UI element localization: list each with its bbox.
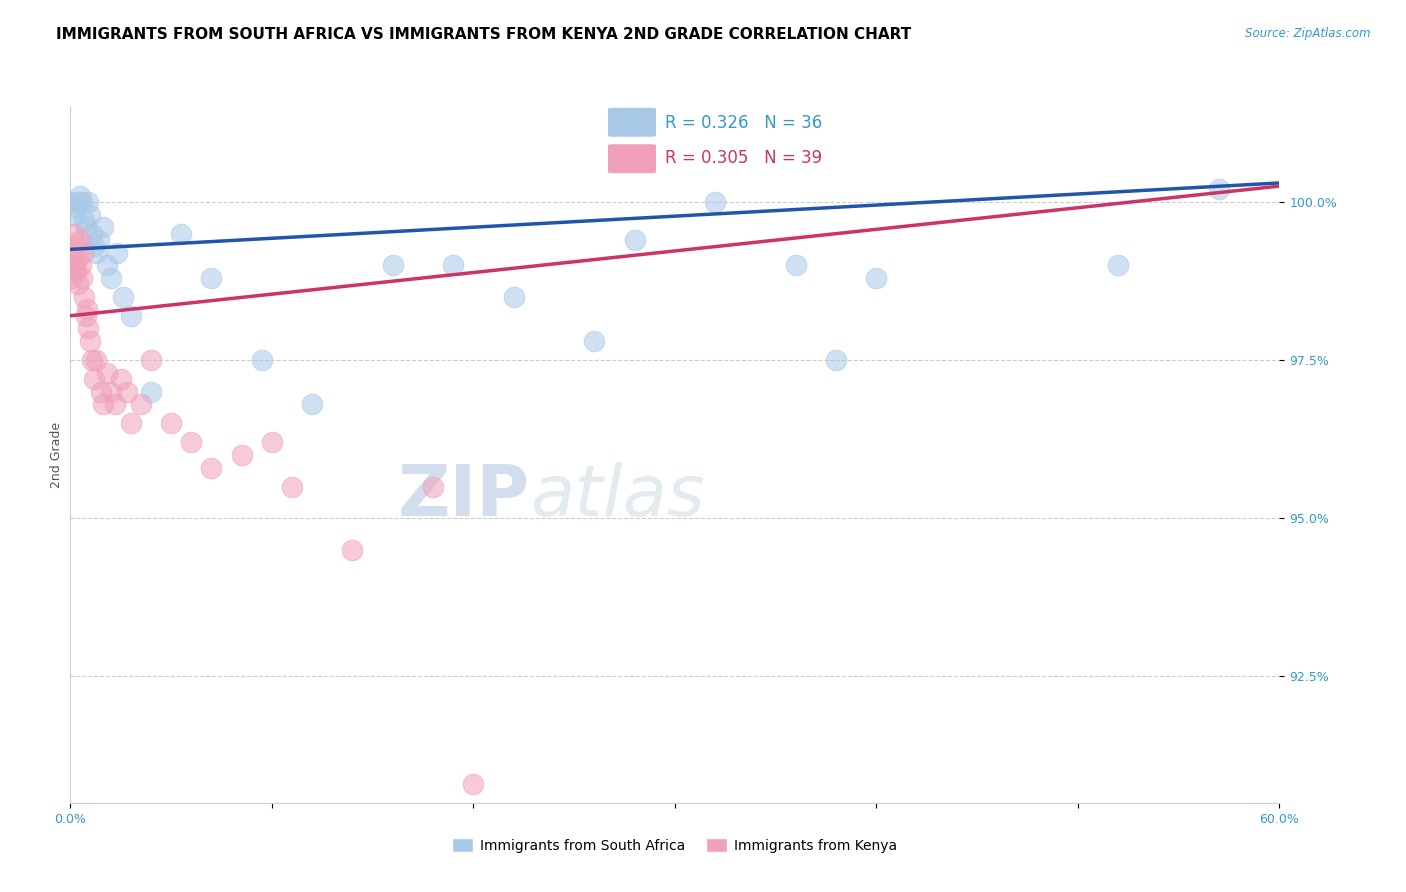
Text: Source: ZipAtlas.com: Source: ZipAtlas.com bbox=[1246, 27, 1371, 40]
Point bbox=[825, 353, 848, 368]
Point bbox=[73, 290, 96, 304]
Point bbox=[160, 417, 183, 431]
Point bbox=[67, 194, 90, 209]
Point bbox=[65, 239, 87, 253]
Point bbox=[105, 245, 128, 260]
Point bbox=[110, 372, 132, 386]
Point bbox=[502, 290, 524, 304]
Point bbox=[77, 321, 100, 335]
Point bbox=[69, 188, 91, 202]
Point bbox=[63, 208, 86, 222]
Point bbox=[139, 353, 162, 368]
Point bbox=[96, 258, 118, 272]
Text: R = 0.326   N = 36: R = 0.326 N = 36 bbox=[665, 114, 823, 132]
Point bbox=[785, 258, 807, 272]
Point bbox=[69, 233, 91, 247]
Point bbox=[463, 777, 485, 791]
Point bbox=[79, 334, 101, 348]
Point bbox=[1107, 258, 1129, 272]
Point bbox=[60, 194, 83, 209]
Point bbox=[82, 227, 104, 241]
Point bbox=[1208, 182, 1230, 196]
Point bbox=[70, 258, 93, 272]
Point bbox=[65, 264, 87, 278]
Point bbox=[200, 460, 222, 475]
Point bbox=[72, 245, 94, 260]
Point bbox=[170, 227, 193, 241]
Point bbox=[100, 384, 122, 399]
Point bbox=[90, 384, 111, 399]
Point bbox=[115, 384, 138, 399]
Point bbox=[281, 479, 304, 493]
Point bbox=[73, 214, 96, 228]
Point bbox=[86, 245, 108, 260]
Point bbox=[623, 233, 645, 247]
Point bbox=[441, 258, 464, 272]
Point bbox=[87, 233, 110, 247]
Point bbox=[865, 270, 887, 285]
Point bbox=[583, 334, 606, 348]
Point bbox=[82, 353, 104, 368]
Point bbox=[120, 417, 142, 431]
Point bbox=[139, 384, 162, 399]
Point bbox=[129, 397, 152, 411]
Text: IMMIGRANTS FROM SOUTH AFRICA VS IMMIGRANTS FROM KENYA 2ND GRADE CORRELATION CHAR: IMMIGRANTS FROM SOUTH AFRICA VS IMMIGRAN… bbox=[56, 27, 911, 42]
Text: R = 0.305   N = 39: R = 0.305 N = 39 bbox=[665, 149, 823, 167]
Point bbox=[96, 366, 118, 380]
Y-axis label: 2nd Grade: 2nd Grade bbox=[51, 422, 63, 488]
Legend: Immigrants from South Africa, Immigrants from Kenya: Immigrants from South Africa, Immigrants… bbox=[447, 832, 903, 858]
Point bbox=[704, 194, 727, 209]
Point bbox=[76, 302, 98, 317]
Point bbox=[65, 201, 87, 215]
Point bbox=[180, 435, 202, 450]
Point bbox=[260, 435, 283, 450]
Point bbox=[62, 227, 84, 241]
Point bbox=[72, 194, 94, 209]
Point bbox=[77, 194, 100, 209]
Point bbox=[200, 270, 222, 285]
Point bbox=[60, 245, 83, 260]
Point bbox=[104, 397, 127, 411]
Text: atlas: atlas bbox=[530, 462, 704, 531]
Point bbox=[342, 542, 364, 557]
Point bbox=[75, 220, 97, 235]
Point bbox=[91, 220, 114, 235]
Point bbox=[422, 479, 444, 493]
Point bbox=[60, 270, 83, 285]
Point bbox=[79, 208, 101, 222]
Point bbox=[72, 270, 94, 285]
Point bbox=[100, 270, 122, 285]
Point bbox=[75, 309, 97, 323]
Point bbox=[250, 353, 273, 368]
Point bbox=[301, 397, 323, 411]
FancyBboxPatch shape bbox=[607, 107, 657, 137]
Point bbox=[231, 448, 253, 462]
Point bbox=[66, 252, 89, 266]
Point bbox=[120, 309, 142, 323]
Point bbox=[91, 397, 114, 411]
Point bbox=[381, 258, 404, 272]
Point bbox=[63, 258, 86, 272]
Point bbox=[83, 372, 105, 386]
Point bbox=[111, 290, 134, 304]
Point bbox=[67, 277, 90, 292]
Point bbox=[86, 353, 108, 368]
FancyBboxPatch shape bbox=[607, 144, 657, 174]
Text: ZIP: ZIP bbox=[398, 462, 530, 531]
Point bbox=[83, 239, 105, 253]
